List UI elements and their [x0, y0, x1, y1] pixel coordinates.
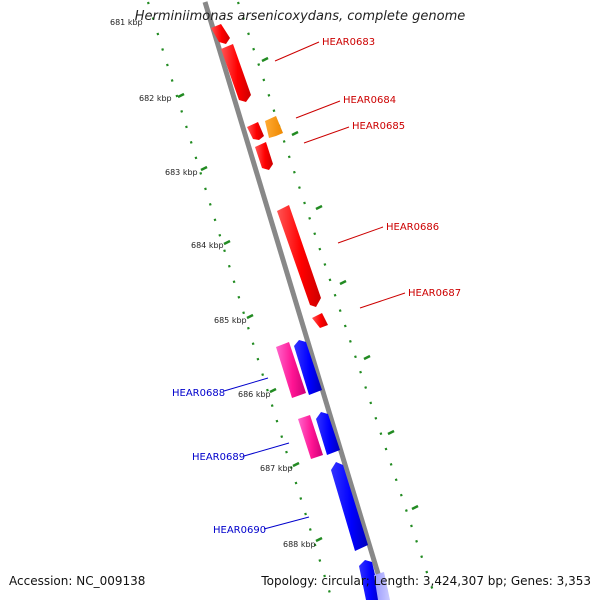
gene-label-hear0683[interactable]: HEAR0683: [322, 37, 375, 48]
tick-label: 683 kbp: [165, 168, 198, 177]
major-ticks: [177, 56, 419, 543]
gene-partial-bottom[interactable]: [359, 560, 390, 600]
gene-small-plus-top[interactable]: [211, 24, 230, 44]
gene-hear0683-feature[interactable]: [221, 44, 251, 102]
gene-hear0684-feature[interactable]: [265, 116, 283, 138]
tick-ring-outer: [236, 1, 438, 601]
topology-text: Topology: circular; Length: 3,424,307 bp…: [261, 574, 591, 588]
accession-text: Accession: NC_009138: [9, 574, 146, 588]
gene-label-hear0688[interactable]: HEAR0688: [172, 388, 225, 399]
plus-label-pointers: [274, 41, 406, 309]
gene-hear0688-pseudo-feature[interactable]: [276, 342, 306, 398]
genome-title: Herminiimonas arsenicoxydans, complete g…: [134, 9, 466, 24]
tick-label: 684 kbp: [191, 241, 224, 250]
gene-hear0689-pseudo-feature[interactable]: [298, 415, 323, 459]
tick-label: 685 kbp: [214, 316, 247, 325]
gene-hear0685-feature-a[interactable]: [247, 122, 264, 140]
gene-label-hear0689[interactable]: HEAR0689: [192, 452, 245, 463]
gene-label-hear0686[interactable]: HEAR0686: [386, 222, 439, 233]
gene-hear0690-feature[interactable]: [331, 462, 368, 551]
minus-label-pointers: [223, 377, 310, 530]
gene-label-hear0690[interactable]: HEAR0690: [213, 525, 266, 536]
gene-hear0688-feature[interactable]: [294, 340, 322, 395]
tick-label-681-kbp: 681 kbp: [110, 18, 143, 27]
gene-label-hear0687[interactable]: HEAR0687: [408, 288, 461, 299]
gene-hear0686-feature[interactable]: [277, 205, 321, 307]
tick-label: 688 kbp: [283, 540, 316, 549]
genome-backbone: [202, 1, 389, 601]
tick-label: 682 kbp: [139, 94, 172, 103]
gene-hear0687-feature[interactable]: [312, 313, 328, 328]
gene-hear0685-feature-b[interactable]: [255, 142, 273, 170]
gene-hear0689-feature[interactable]: [316, 412, 340, 455]
tick-label: 686 kbp: [238, 390, 271, 399]
gene-label-hear0685[interactable]: HEAR0685: [352, 121, 405, 132]
tick-label: 687 kbp: [260, 464, 293, 473]
gene-label-hear0684[interactable]: HEAR0684: [343, 95, 396, 106]
